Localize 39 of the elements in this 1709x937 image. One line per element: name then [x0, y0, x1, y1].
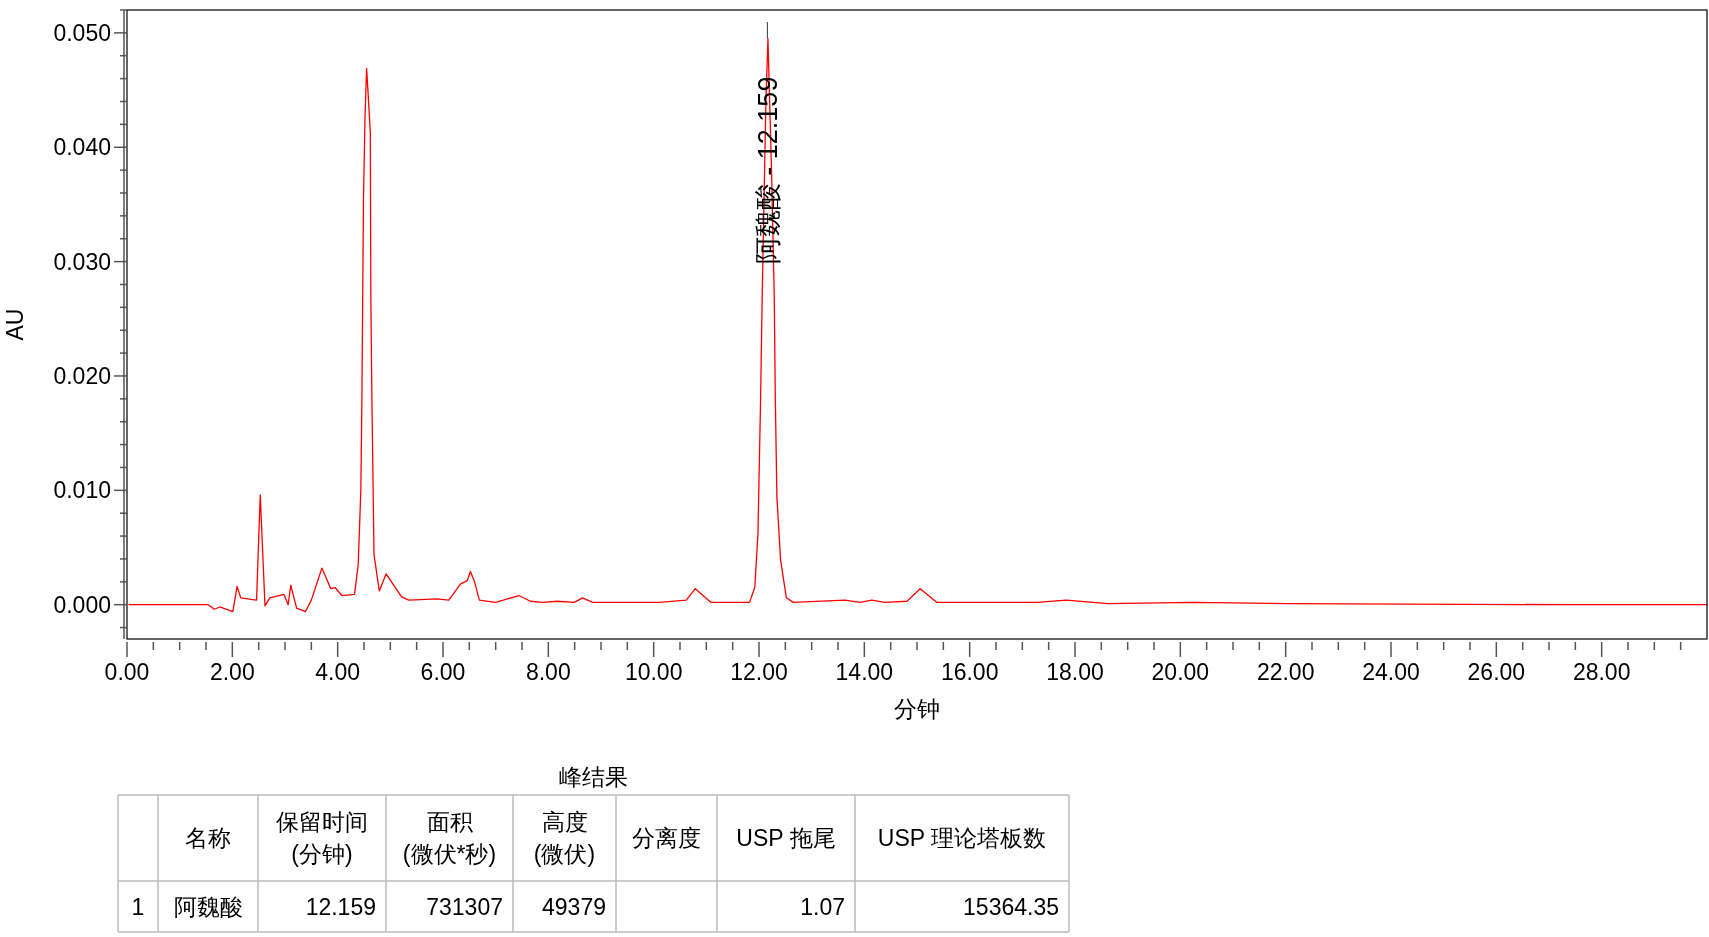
y-axis-title: AU	[2, 308, 28, 341]
x-tick-label: 4.00	[315, 659, 361, 685]
text: 731307	[426, 893, 503, 920]
text: 名称	[185, 825, 231, 851]
y-tick-label: 0.010	[53, 477, 111, 504]
text: 阿魏酸	[173, 893, 243, 920]
x-tick-label: 14.00	[835, 659, 894, 685]
text: 15364.35	[963, 893, 1059, 920]
y-tick-label: 0.040	[53, 134, 111, 161]
text: 峰结果	[559, 764, 628, 790]
x-tick-label: 26.00	[1467, 659, 1526, 685]
text: 1.07	[800, 893, 845, 920]
x-tick-label: 22.00	[1256, 659, 1315, 685]
text: 49379	[542, 893, 606, 920]
text: 保留时间 (分钟)	[276, 809, 368, 867]
x-tick-label: 18.00	[1046, 659, 1104, 685]
x-tick-label: 8.00	[525, 659, 571, 685]
x-tick-label: 28.00	[1572, 659, 1631, 685]
x-tick-label: 24.00	[1362, 659, 1420, 685]
annotation: 阿魏酸 - 12.159	[753, 76, 784, 265]
y-tick-label: 0.050	[53, 19, 111, 46]
x-tick-label: 6.00	[420, 659, 466, 685]
x-tick-label: 20.00	[1151, 659, 1210, 685]
text: 12.159	[305, 893, 376, 920]
x-axis-title: 分钟	[894, 696, 940, 722]
x-tick-label: 16.00	[940, 659, 999, 685]
text: USP 拖尾	[736, 825, 836, 851]
y-tick-label: 0.000	[53, 591, 111, 618]
x-tick-label: 0.00	[104, 659, 150, 685]
text: USP 理论塔板数	[877, 825, 1047, 851]
x-tick-label: 10.00	[624, 659, 683, 685]
x-tick-label: 2.00	[209, 659, 255, 685]
text: 面积 (微伏*秒)	[402, 809, 497, 867]
y-tick-label: 0.030	[53, 248, 111, 275]
text: 高度 (微伏)	[533, 809, 596, 867]
x-tick-label: 12.00	[730, 659, 788, 685]
text: 1	[131, 893, 145, 920]
text: 分离度	[632, 825, 701, 851]
y-tick-label: 0.020	[53, 362, 111, 389]
